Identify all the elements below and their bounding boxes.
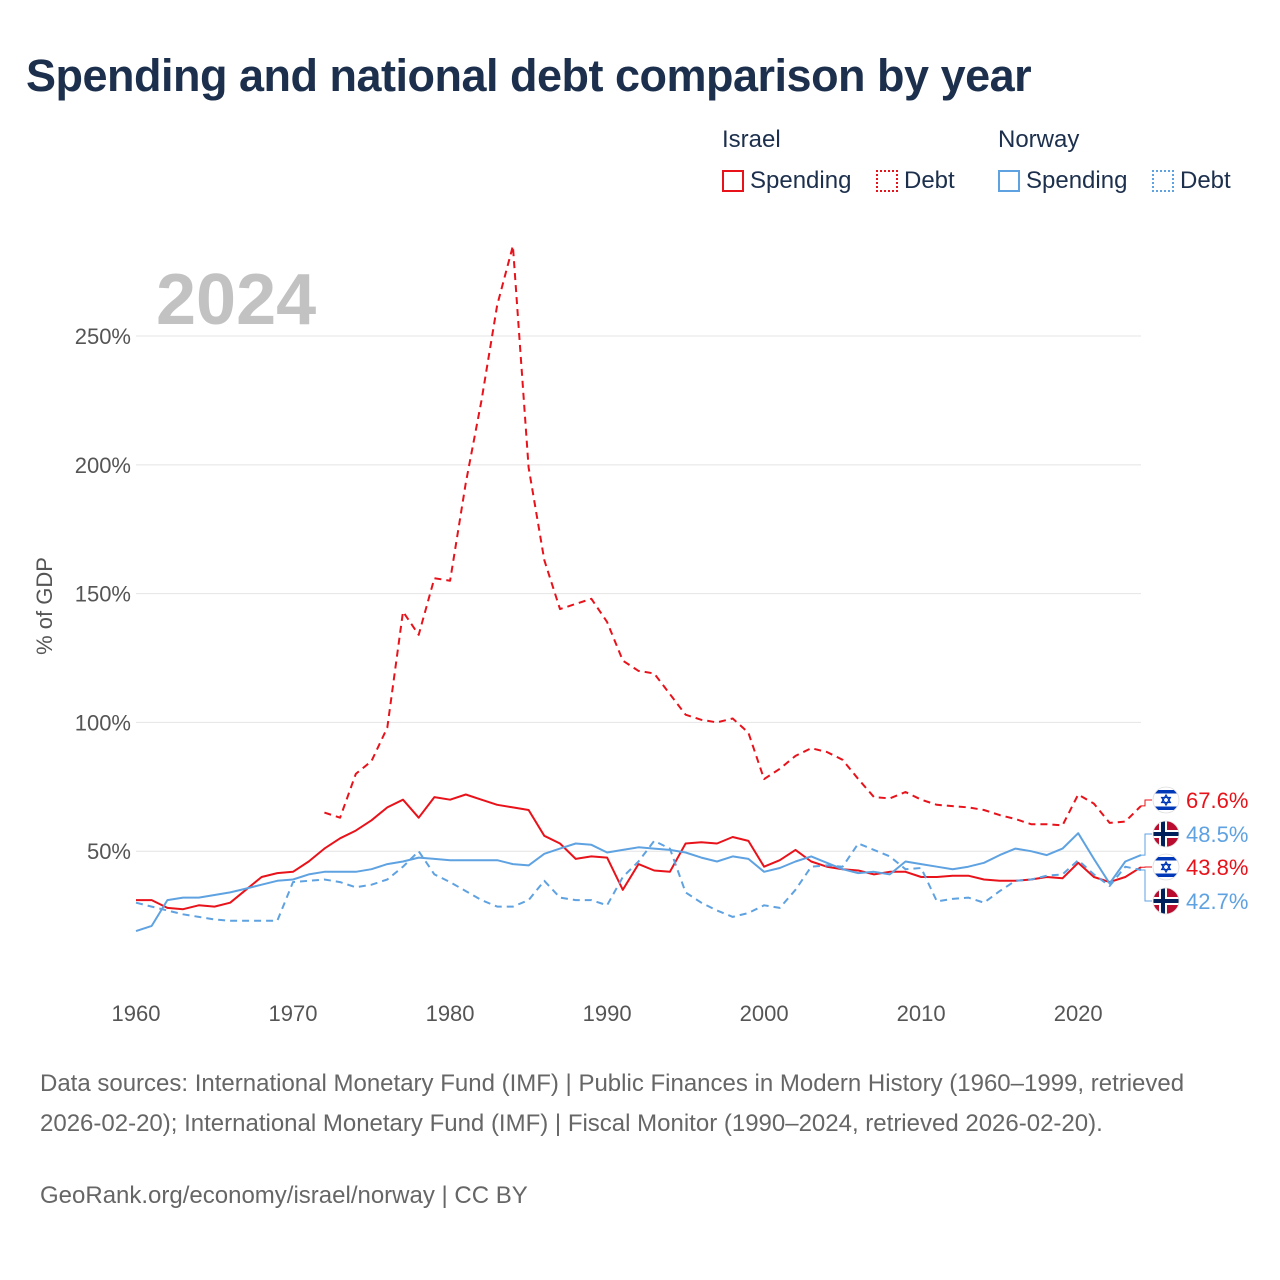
israel-flag [1153, 787, 1179, 813]
y-tick-label: 100% [75, 710, 131, 735]
flag-outline [1152, 853, 1180, 881]
legend-label: Spending [750, 167, 852, 194]
line-chart: 50% 100% 150% 200% 250% 1960 1970 1980 1990 2000 2… [32, 244, 1248, 1026]
series-line-israel-debt [324, 244, 1142, 827]
x-tick-label: 1990 [583, 1001, 632, 1026]
y-tick-label: 250% [75, 324, 131, 349]
y-tick-label: 200% [75, 453, 131, 478]
y-tick-label: 150% [75, 582, 131, 607]
credit-link[interactable]: GeoRank.org/economy/israel/norway | CC B… [40, 1182, 528, 1209]
x-tick-label: 1980 [426, 1001, 475, 1026]
flag-outline [1152, 887, 1180, 915]
legend-label: Spending [1026, 167, 1128, 194]
legend-swatch-dotted [1152, 170, 1174, 192]
legend-item-norway-debt[interactable]: Debt [1152, 167, 1231, 195]
series-line-norway-spending [135, 832, 1142, 933]
year-label: 2024 [156, 260, 316, 340]
legend-label: Debt [1180, 167, 1231, 194]
legend-group-israel: Israel [722, 126, 781, 153]
legend-item-israel-debt[interactable]: Debt [876, 167, 955, 195]
x-tick-label: 2000 [740, 1001, 789, 1026]
chart-title: Spending and national debt comparison by… [26, 50, 1032, 101]
end-label-value: 42.7% [1186, 889, 1248, 914]
end-label-value: 43.8% [1186, 855, 1248, 880]
flag-outline [1152, 820, 1180, 848]
legend-group-norway: Norway [998, 126, 1080, 153]
series-line-israel-spending [136, 793, 1142, 911]
legend-swatch-solid [998, 170, 1020, 192]
y-axis-title: % of GDP [32, 557, 57, 655]
end-label-connector [1141, 869, 1152, 902]
x-tick-label: 2020 [1054, 1001, 1103, 1026]
end-label-connector [1141, 799, 1152, 807]
legend-item-norway-spending[interactable]: Spending [998, 167, 1127, 195]
x-tick-label: 2010 [897, 1001, 946, 1026]
legend-swatch-dotted [876, 170, 898, 192]
legend-label: Debt [904, 167, 955, 194]
x-tick-label: 1960 [112, 1001, 161, 1026]
norway-flag [1153, 888, 1179, 914]
series-line-norway-debt [135, 839, 1142, 922]
data-sources: Data sources: International Monetary Fun… [40, 1070, 1185, 1137]
end-label-value: 48.5% [1186, 822, 1248, 847]
end-label-value: 67.6% [1186, 788, 1248, 813]
end-label-connector [1141, 833, 1152, 856]
x-tick-label: 1970 [269, 1001, 318, 1026]
flag-outline [1152, 786, 1180, 814]
legend-item-israel-spending[interactable]: Spending [722, 167, 851, 195]
norway-flag [1153, 821, 1179, 847]
legend-swatch-solid [722, 170, 744, 192]
y-tick-label: 50% [87, 839, 131, 864]
israel-flag [1153, 854, 1179, 880]
